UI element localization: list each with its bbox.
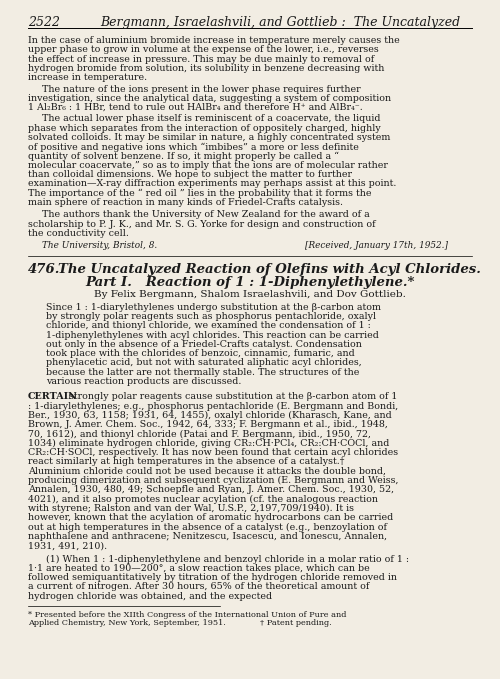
Text: phenylacetic acid, but not with saturated aliphatic acyl chlorides,: phenylacetic acid, but not with saturate… (46, 359, 362, 367)
Text: 1 Al₂Br₆ : 1 HBr, tend to rule out HAlBr₄ and therefore H⁺ and AlBr₄⁻.: 1 Al₂Br₆ : 1 HBr, tend to rule out HAlBr… (28, 103, 363, 112)
Text: (1) When 1 : 1-diphenylethylene and benzoyl chloride in a molar ratio of 1 :: (1) When 1 : 1-diphenylethylene and benz… (46, 554, 409, 564)
Text: 2522: 2522 (28, 16, 60, 29)
Text: Aluminium chloride could not be used because it attacks the double bond,: Aluminium chloride could not be used bec… (28, 466, 386, 476)
Text: investigation, since the analytical data, suggesting a system of composition: investigation, since the analytical data… (28, 94, 391, 103)
Text: 476.: 476. (28, 263, 60, 276)
Text: out only in the absence of a Friedel-Crafts catalyst. Condensation: out only in the absence of a Friedel-Cra… (46, 340, 362, 349)
Text: hydrogen chloride was obtained, and the expected: hydrogen chloride was obtained, and the … (28, 591, 272, 601)
Text: The authors thank the University of New Zealand for the award of a: The authors thank the University of New … (42, 210, 370, 219)
Text: the effect of increase in pressure. This may be due mainly to removal of: the effect of increase in pressure. This… (28, 54, 374, 64)
Text: 1034) eliminate hydrogen chloride, giving CR₂:CH·PCl₄, CR₂:CH·COCl, and: 1034) eliminate hydrogen chloride, givin… (28, 439, 390, 448)
Text: Applied Chemistry, New York, September, 1951.: Applied Chemistry, New York, September, … (28, 619, 226, 627)
Text: with styrene; Ralston and van der Wal, U.S.P., 2,197,709/1940). It is: with styrene; Ralston and van der Wal, U… (28, 504, 354, 513)
Text: The University, Bristol, 8.: The University, Bristol, 8. (42, 241, 157, 251)
Text: react similarly at high temperatures in the absence of a catalyst.†: react similarly at high temperatures in … (28, 458, 344, 466)
Text: the conductivity cell.: the conductivity cell. (28, 229, 129, 238)
Text: producing dimerization and subsequent cyclization (E. Bergmann and Weiss,: producing dimerization and subsequent cy… (28, 476, 398, 485)
Text: 1·1 are heated to 190—200°, a slow reaction takes place, which can be: 1·1 are heated to 190—200°, a slow react… (28, 564, 370, 572)
Text: examination—X-ray diffraction experiments may perhaps assist at this point.: examination—X-ray diffraction experiment… (28, 179, 396, 189)
Text: out at high temperatures in the absence of a catalyst (e.g., benzoylation of: out at high temperatures in the absence … (28, 523, 387, 532)
Text: The actual lower phase itself is reminiscent of a coacervate, the liquid: The actual lower phase itself is reminis… (42, 114, 380, 124)
Text: Since 1 : 1-diarylethylenes undergo substitution at the β-carbon atom: Since 1 : 1-diarylethylenes undergo subs… (46, 303, 381, 312)
Text: various reaction products are discussed.: various reaction products are discussed. (46, 377, 242, 386)
Text: molecular coacervate,” so as to imply that the ions are of molecular rather: molecular coacervate,” so as to imply th… (28, 161, 388, 170)
Text: Part I.   Reaction of 1 : 1-Diphenylethylene.*: Part I. Reaction of 1 : 1-Diphenylethyle… (86, 276, 414, 289)
Text: than colloidal dimensions. We hope to subject the matter to further: than colloidal dimensions. We hope to su… (28, 170, 352, 179)
Text: In the case of aluminium bromide increase in temperature merely causes the: In the case of aluminium bromide increas… (28, 36, 400, 45)
Text: The Uncatalyzed Reaction of Olefins with Acyl Chlorides.: The Uncatalyzed Reaction of Olefins with… (58, 263, 481, 276)
Text: of positive and negative ions which “imbibes” a more or less definite: of positive and negative ions which “imb… (28, 143, 359, 151)
Text: Brown, J. Amer. Chem. Soc., 1942, 64, 333; F. Bergmann et al., ibid., 1948,: Brown, J. Amer. Chem. Soc., 1942, 64, 33… (28, 420, 388, 429)
Text: CERTAIN: CERTAIN (28, 392, 78, 401)
Text: took place with the chlorides of benzoic, cinnamic, fumaric, and: took place with the chlorides of benzoic… (46, 349, 355, 358)
Text: Bergmann, Israelashvili, and Gottlieb :  The Uncatalyzed: Bergmann, Israelashvili, and Gottlieb : … (100, 16, 460, 29)
Text: : 1-diarylethylenes; e.g., phosphorus pentachloride (E. Bergmann and Bondi,: : 1-diarylethylenes; e.g., phosphorus pe… (28, 401, 398, 411)
Text: increase in temperature.: increase in temperature. (28, 73, 147, 82)
Text: scholarship to P. J. K., and Mr. S. G. Yorke for design and construction of: scholarship to P. J. K., and Mr. S. G. Y… (28, 220, 376, 229)
Text: upper phase to grow in volume at the expense of the lower, i.e., reverses: upper phase to grow in volume at the exp… (28, 45, 379, 54)
Text: 1931, 491, 210).: 1931, 491, 210). (28, 541, 107, 550)
Text: however, known that the acylation of aromatic hydrocarbons can be carried: however, known that the acylation of aro… (28, 513, 393, 522)
Text: 70, 1612), and thionyl chloride (Patai and F. Bergmann, ibid., 1950, 72,: 70, 1612), and thionyl chloride (Patai a… (28, 430, 371, 439)
Text: Annalen, 1930, 480, 49; Schoepfle and Ryan, J. Amer. Chem. Soc., 1930, 52,: Annalen, 1930, 480, 49; Schoepfle and Ry… (28, 485, 394, 494)
Text: naphthalene and anthracene; Nenitzescu, Isacescu, and Ionescu, Annalen,: naphthalene and anthracene; Nenitzescu, … (28, 532, 387, 540)
Text: By Felix Bergmann, Shalom Israelashvili, and Dov Gottlieb.: By Felix Bergmann, Shalom Israelashvili,… (94, 290, 406, 299)
Text: because the latter are not thermally stable. The structures of the: because the latter are not thermally sta… (46, 368, 360, 377)
Text: main sphere of reaction in many kinds of Friedel-Crafts catalysis.: main sphere of reaction in many kinds of… (28, 198, 343, 207)
Text: The importance of the “ red oil ” lies in the probability that it forms the: The importance of the “ red oil ” lies i… (28, 189, 372, 198)
Text: by strongly polar reagents such as phosphorus pentachloride, oxalyl: by strongly polar reagents such as phosp… (46, 312, 376, 321)
Text: chloride, and thionyl chloride, we examined the condensation of 1 :: chloride, and thionyl chloride, we exami… (46, 321, 371, 330)
Text: solvated colloids. It may be similar in nature, a highly concentrated system: solvated colloids. It may be similar in … (28, 133, 390, 142)
Text: The nature of the ions present in the lower phase requires further: The nature of the ions present in the lo… (42, 84, 360, 94)
Text: phase which separates from the interaction of oppositely charged, highly: phase which separates from the interacti… (28, 124, 381, 132)
Text: strongly polar reagents cause substitution at the β-carbon atom of 1: strongly polar reagents cause substituti… (66, 392, 398, 401)
Text: † Patent pending.: † Patent pending. (260, 619, 332, 627)
Text: CR₂:CH·SOCl, respectively. It has now been found that certain acyl chlorides: CR₂:CH·SOCl, respectively. It has now be… (28, 448, 398, 457)
Text: * Presented before the XIIth Congress of the International Union of Pure and: * Presented before the XIIth Congress of… (28, 611, 346, 619)
Text: 4021), and it also promotes nuclear acylation (cf. the analogous reaction: 4021), and it also promotes nuclear acyl… (28, 494, 378, 504)
Text: followed semiquantitatively by titration of the hydrogen chloride removed in: followed semiquantitatively by titration… (28, 573, 397, 582)
Text: hydrogen bromide from solution, its solubility in benzene decreasing with: hydrogen bromide from solution, its solu… (28, 64, 384, 73)
Text: [Received, January 17th, 1952.]: [Received, January 17th, 1952.] (305, 241, 448, 251)
Text: quantity of solvent benzene. If so, it might properly be called a “: quantity of solvent benzene. If so, it m… (28, 151, 339, 161)
Text: 1-diphenylethylenes with acyl chlorides. This reaction can be carried: 1-diphenylethylenes with acyl chlorides.… (46, 331, 379, 340)
Text: a current of nitrogen. After 30 hours, 65% of the theoretical amount of: a current of nitrogen. After 30 hours, 6… (28, 583, 369, 591)
Text: Ber., 1930, 63, 1158; 1931, 64, 1455), oxalyl chloride (Kharasch, Kane, and: Ber., 1930, 63, 1158; 1931, 64, 1455), o… (28, 411, 392, 420)
